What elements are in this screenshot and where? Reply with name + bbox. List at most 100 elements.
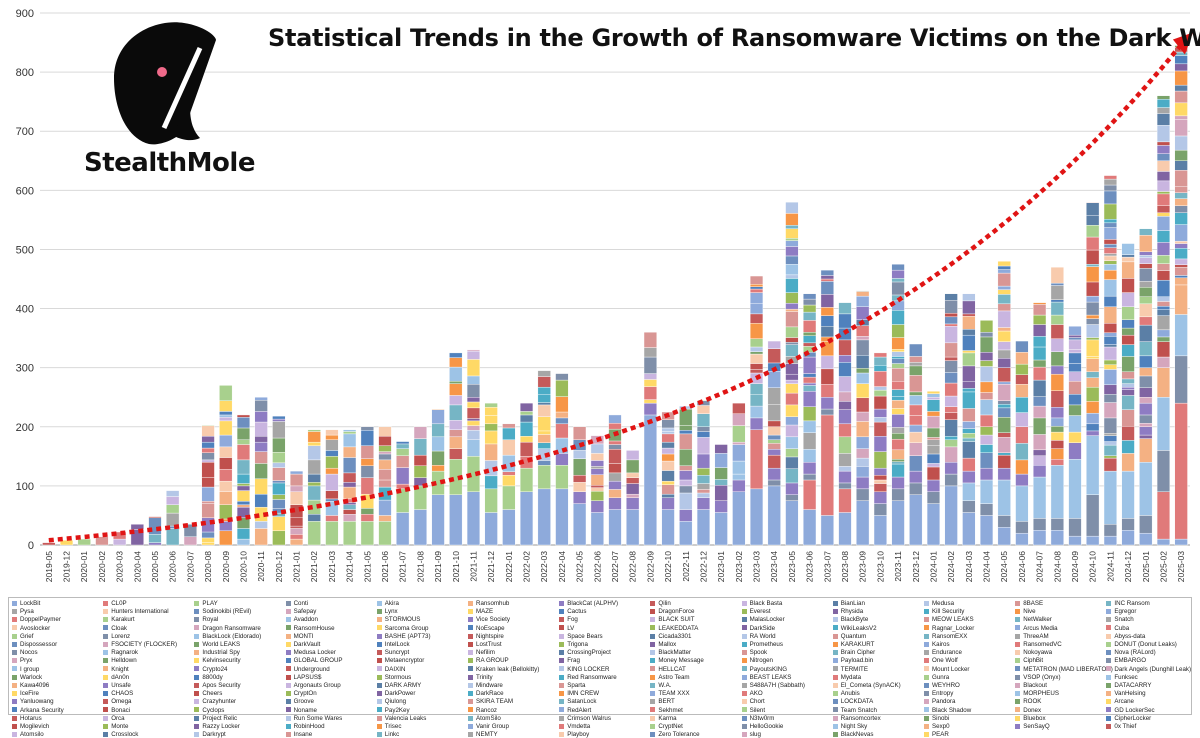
- bar-segment: [519, 411, 534, 416]
- bar-segment: [926, 399, 941, 412]
- bar-segment: [59, 540, 74, 546]
- bar-segment: [1086, 358, 1100, 373]
- legend-item: Suncrypt: [376, 649, 409, 656]
- legend-label: Hotarus: [20, 714, 42, 722]
- legend-item: Cheers: [194, 690, 222, 697]
- x-tick-label: 2023-06: [805, 551, 815, 582]
- bar-segment: [272, 530, 286, 546]
- legend-swatch: [1015, 650, 1021, 656]
- x-tick-label: 2019-12: [62, 551, 72, 582]
- legend-swatch: [650, 699, 656, 705]
- bar-segment: [909, 395, 923, 406]
- bar-segment: [891, 368, 905, 382]
- legend-label: Prometheus: [749, 641, 783, 648]
- bar-segment: [590, 468, 604, 475]
- bar-segment: [820, 281, 834, 295]
- legend-swatch: [285, 732, 291, 738]
- bar-segment: [873, 395, 887, 410]
- legend-item: Silent: [741, 707, 765, 714]
- x-tick-label: 2023-02: [734, 551, 744, 582]
- bar-segment: [962, 388, 976, 393]
- bar-segment: [873, 417, 887, 423]
- bar-segment: [289, 473, 304, 487]
- bar-segment: [909, 375, 923, 393]
- bar-segment: [449, 436, 463, 449]
- legend-swatch: [741, 723, 747, 729]
- legend-label: Cicada3301: [658, 632, 692, 640]
- bar-segment: [803, 479, 817, 510]
- bar-segment: [997, 349, 1011, 359]
- bar-segment: [1139, 438, 1153, 463]
- legend-swatch: [103, 691, 109, 697]
- bar-segment: [696, 509, 711, 546]
- bar-segment: [979, 467, 994, 481]
- bar-segment: [378, 479, 392, 488]
- legend-label: RedAlert: [567, 706, 592, 714]
- bar-segment: [1156, 397, 1171, 451]
- bar-segment: [1033, 396, 1047, 407]
- bar-segment: [307, 441, 321, 446]
- legend-swatch: [103, 625, 109, 631]
- legend-swatch: [468, 650, 473, 656]
- x-tick-label: 2022-06: [592, 551, 602, 582]
- bar-segment: [590, 500, 604, 513]
- bar-segment: [573, 503, 587, 546]
- bar-segment: [378, 515, 392, 522]
- bar-segment: [1050, 518, 1064, 531]
- legend-label: ThreeAM: [1023, 632, 1049, 640]
- bar-segment: [1174, 186, 1188, 193]
- bar-segment: [909, 494, 923, 546]
- legend-label: Frag: [567, 657, 580, 665]
- legend-swatch: [559, 674, 565, 680]
- bar-segment: [537, 370, 551, 377]
- bar-segment: [254, 399, 268, 412]
- bar-segment: [325, 429, 339, 436]
- legend-swatch: [559, 682, 565, 688]
- legend-swatch: [285, 682, 291, 688]
- bar-segment: [166, 504, 180, 514]
- bar-segment: [1121, 386, 1135, 390]
- bar-segment: [378, 426, 392, 437]
- bar-segment: [1015, 340, 1029, 353]
- bar-segment: [148, 516, 162, 519]
- legend-swatch: [468, 682, 473, 688]
- bar-segment: [1086, 339, 1100, 357]
- bar-segment: [1086, 337, 1100, 341]
- bar-segment: [785, 278, 799, 293]
- legend-item: TERMITE: [832, 666, 868, 673]
- legend-item: Crazyhunter: [194, 698, 236, 705]
- bar-segment: [555, 423, 569, 439]
- bar-segment: [749, 323, 764, 339]
- legend-label: LV: [567, 624, 575, 632]
- bar-segment: [590, 485, 604, 488]
- bar-segment: [891, 363, 905, 369]
- legend-label: I group: [20, 665, 40, 673]
- legend-label: LockBit: [20, 600, 41, 607]
- bar-segment: [219, 480, 233, 493]
- bar-segment: [962, 421, 976, 429]
- bar-segment: [803, 432, 817, 450]
- bar-segment: [1174, 240, 1188, 244]
- legend-label: SenSayQ: [1023, 723, 1050, 730]
- x-tick-label: 2023-05: [787, 551, 797, 582]
- bar-segment: [997, 417, 1011, 433]
- chart-area: 0 100 200 300 400 500 600 700 800 900 2019-05 2019-…: [16, 8, 1200, 582]
- bar-segment: [608, 509, 622, 546]
- legend-item: Nokoyawa: [1015, 649, 1052, 656]
- bar-segment: [767, 420, 781, 427]
- bar-segment: [1033, 324, 1047, 337]
- bar-segment: [396, 441, 410, 445]
- legend-item: Nive: [1015, 608, 1036, 615]
- legend-label: Royal: [202, 616, 219, 624]
- bar-segment: [962, 500, 976, 513]
- legend-item: BlackByte: [832, 616, 868, 623]
- legend-swatch: [924, 674, 929, 680]
- bar-segment: [1103, 175, 1117, 180]
- bar-segment: [891, 476, 905, 490]
- legend-item: LV: [559, 625, 574, 632]
- x-tick-label: 2022-05: [575, 551, 585, 582]
- bar-segment: [484, 443, 498, 461]
- bar-segment: [909, 482, 923, 495]
- x-tick-label: 2021-08: [415, 551, 425, 582]
- brand-name: StealthMole: [84, 148, 255, 178]
